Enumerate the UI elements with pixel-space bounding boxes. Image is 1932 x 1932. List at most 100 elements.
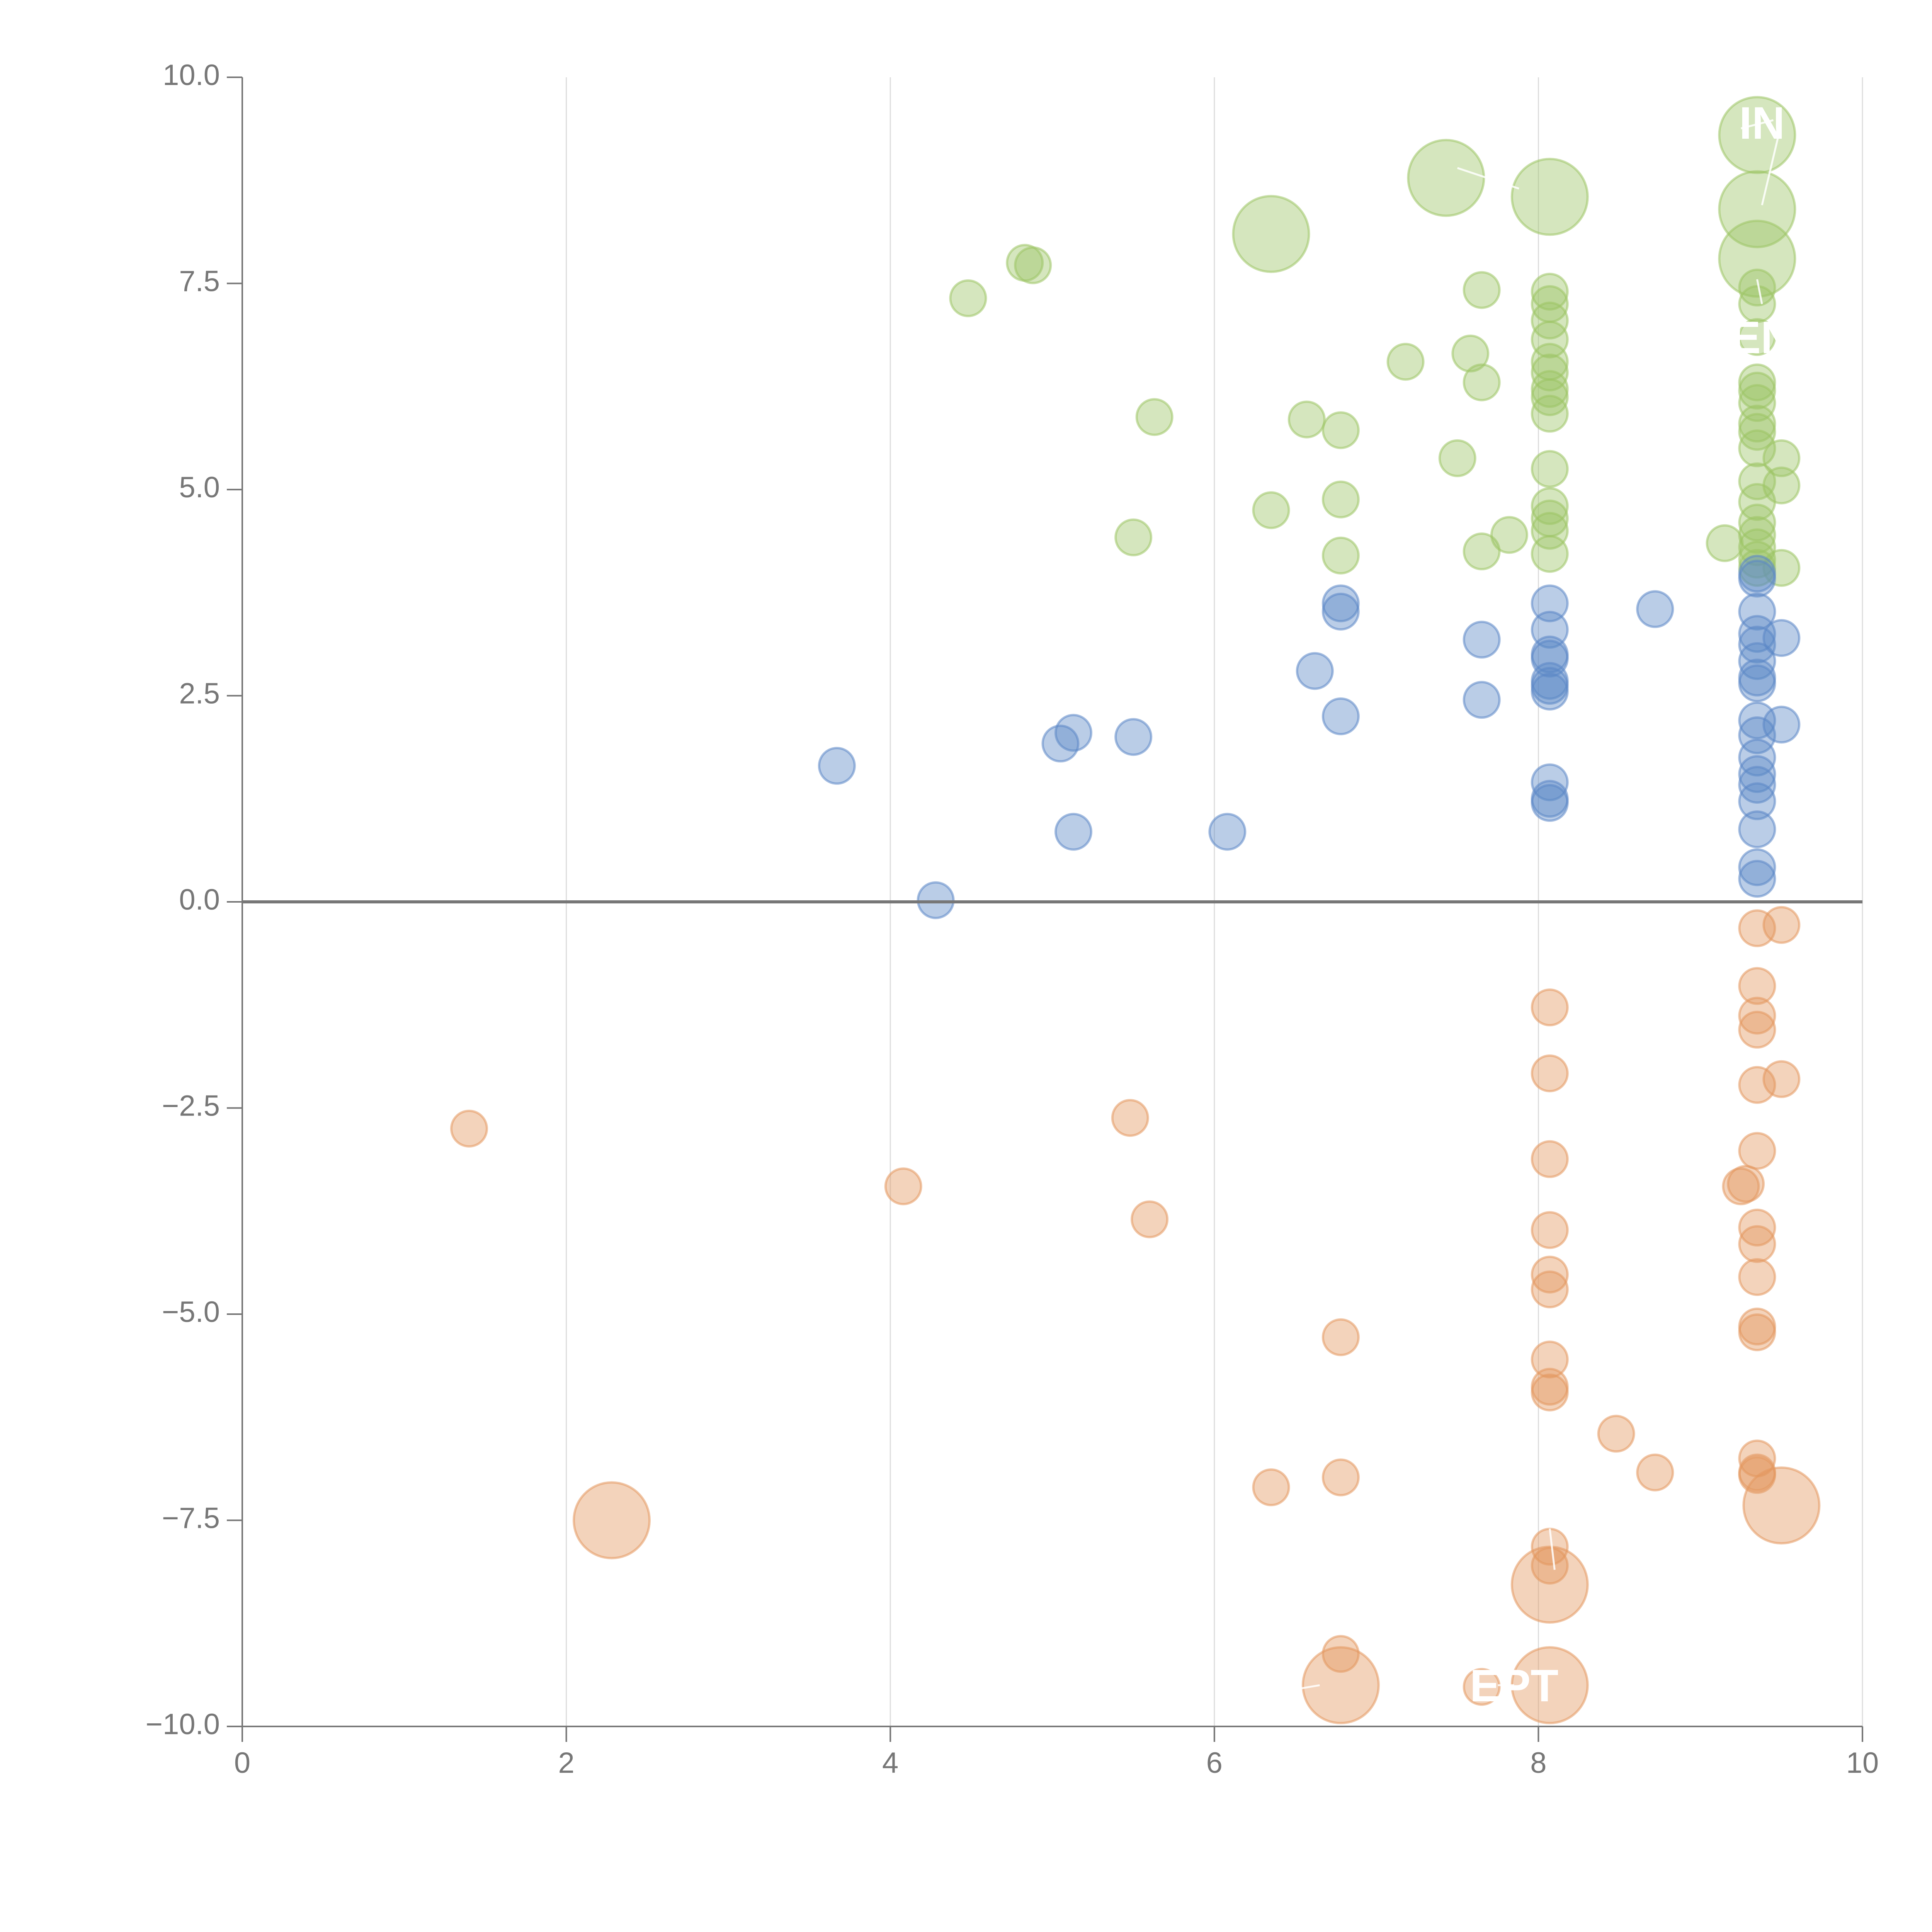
data-point-green — [1463, 363, 1501, 401]
data-point-green — [1738, 285, 1776, 323]
axes: 10.0 7.5 5.0 2.5 0.0 −2.5 −5.0 −7.5 −10.0 0 2 4 6 8 10 — [146, 59, 1879, 1779]
data-point-green — [1386, 343, 1425, 381]
data-point-blue — [1531, 639, 1569, 678]
data-point-blue — [1321, 697, 1360, 735]
y-tick-label: −2.5 — [162, 1090, 220, 1122]
x-tick-label: 0 — [234, 1747, 250, 1779]
data-point-orange — [1738, 997, 1776, 1035]
data-point-green — [1738, 541, 1776, 579]
data-point-orange — [1321, 1318, 1360, 1356]
data-point-green — [1232, 195, 1310, 273]
data-point-orange — [1301, 1646, 1380, 1725]
data-point-green — [1014, 246, 1052, 284]
data-point-blue — [1738, 848, 1776, 886]
x-tick-label: 10 — [1846, 1747, 1879, 1779]
annotation-leader-line — [1457, 167, 1519, 190]
data-point-blue — [1041, 724, 1080, 763]
data-point-green — [1531, 272, 1569, 311]
data-point-orange — [1531, 988, 1569, 1027]
data-point-orange — [1131, 1200, 1169, 1238]
y-tick-label: 2.5 — [179, 677, 220, 710]
data-point-blue — [1762, 619, 1801, 657]
data-point-green — [1738, 318, 1776, 356]
data-point-blue — [1114, 718, 1153, 756]
data-point-orange — [1738, 1010, 1776, 1049]
data-point-orange — [1738, 1066, 1776, 1104]
annotation-leader-line — [1761, 136, 1779, 206]
data-point-orange — [1738, 1225, 1776, 1263]
data-point-blue — [1321, 584, 1360, 622]
data-point-green — [1135, 398, 1173, 436]
data-point-green — [1531, 535, 1569, 573]
data-point-blue — [1738, 592, 1776, 631]
data-point-orange — [1597, 1415, 1635, 1453]
data-point-orange — [1727, 1165, 1765, 1203]
annotation-leader-line — [1756, 279, 1763, 304]
data-point-orange — [1531, 1054, 1569, 1092]
data-point-orange — [1531, 1140, 1569, 1178]
data-point-orange — [1742, 1466, 1821, 1545]
data-point-orange — [1738, 909, 1776, 947]
x-tick-label: 4 — [882, 1747, 898, 1779]
data-point-green — [1762, 439, 1801, 477]
data-point-blue — [1738, 765, 1776, 804]
x-tick-label: 2 — [558, 1747, 574, 1779]
data-point-green — [1762, 466, 1801, 505]
data-point-green — [1321, 480, 1360, 519]
data-point-green — [1738, 384, 1776, 422]
data-point-green — [1738, 462, 1776, 500]
annotations: IN EN EPT — [1295, 98, 1794, 1711]
data-point-blue — [1738, 738, 1776, 777]
data-point-green — [1463, 532, 1501, 571]
data-point-green — [1531, 301, 1569, 340]
data-point-green — [1531, 378, 1569, 416]
y-tick-label: 0.0 — [179, 883, 220, 916]
data-point-green — [1738, 413, 1776, 451]
data-point-green — [1738, 429, 1776, 468]
data-point-blue — [1208, 813, 1247, 851]
data-point-green — [1718, 219, 1796, 298]
data-point-orange — [573, 1481, 651, 1560]
data-point-blue — [1738, 860, 1776, 898]
data-point-blue — [917, 881, 955, 919]
annotation-leader-line — [1740, 119, 1774, 129]
data-point-blue — [1531, 784, 1569, 822]
data-point-green — [1407, 139, 1485, 217]
data-point-orange — [1738, 1132, 1776, 1170]
data-point-green — [1451, 334, 1490, 372]
data-point-orange — [1111, 1099, 1149, 1137]
data-point-blue — [1738, 664, 1776, 702]
data-point-blue — [1463, 621, 1501, 659]
data-point-orange — [1762, 906, 1801, 944]
y-tick-label: 5.0 — [179, 471, 220, 504]
y-tick-label: −7.5 — [162, 1502, 220, 1535]
data-point-green — [1738, 528, 1776, 566]
data-point-blue — [1738, 615, 1776, 653]
y-tick-label: 7.5 — [179, 265, 220, 298]
data-point-green — [1114, 518, 1153, 556]
data-point-orange — [1321, 1635, 1360, 1673]
data-point-orange — [450, 1109, 488, 1148]
data-point-blue — [818, 747, 856, 785]
data-point-green — [1531, 320, 1569, 359]
data-point-orange — [1531, 1211, 1569, 1249]
annotation-leader-line — [1549, 1528, 1556, 1570]
data-point-blue — [1738, 560, 1776, 598]
data-point-blue — [1738, 701, 1776, 740]
data-point-orange — [1762, 1060, 1801, 1098]
x-tick-label: 6 — [1206, 1747, 1223, 1779]
data-point-green — [1438, 439, 1476, 477]
data-point-orange — [884, 1167, 922, 1206]
data-point-orange — [1738, 967, 1776, 1005]
annotation-label: IN — [1739, 98, 1785, 149]
data-point-orange — [1531, 1270, 1569, 1308]
y-tick-label: 10.0 — [163, 59, 220, 92]
data-point-orange — [1531, 1373, 1569, 1412]
data-point-orange — [1463, 1668, 1501, 1706]
data-point-green — [1252, 491, 1290, 529]
data-point-green — [1718, 96, 1796, 174]
data-point-blue — [1738, 755, 1776, 793]
data-point-blue — [1762, 706, 1801, 744]
data-point-orange — [1252, 1468, 1290, 1507]
